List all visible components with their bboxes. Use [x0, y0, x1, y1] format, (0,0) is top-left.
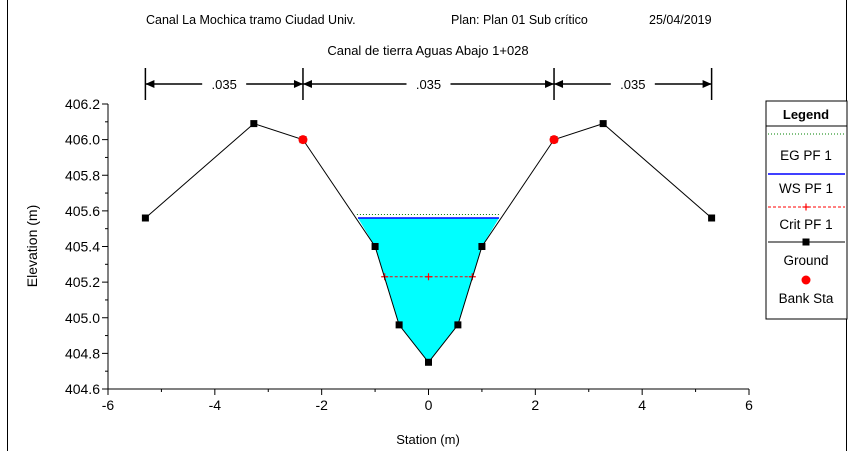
y-tick-label: 405.4	[65, 239, 100, 255]
manning-value: .035	[212, 77, 237, 92]
ground-point	[425, 358, 432, 366]
y-tick-label: 405.8	[65, 167, 100, 183]
ground-point	[599, 120, 607, 128]
bank-sta-point	[298, 135, 308, 145]
series-layer	[141, 120, 716, 366]
manning-n-markers: .035 .035 .035	[144, 68, 713, 100]
manning-arrow-head	[145, 80, 155, 88]
y-tick-label: 404.8	[65, 345, 100, 361]
legend-bank-sta-label: Bank Sta	[779, 291, 834, 306]
chart-subtitle: Canal de tierra Aguas Abajo 1+028	[327, 43, 528, 58]
ground-point	[141, 214, 149, 222]
x-tick-label: -4	[209, 397, 222, 413]
ground-point	[371, 243, 379, 250]
tick-layer: -6 -4 -2 0 2 4 6 404.6 404.8 405.0 405.2 405.4 405.6…	[65, 96, 753, 413]
legend-ground-label: Ground	[783, 253, 828, 268]
manning-arrow-head	[302, 80, 312, 88]
x-tick-label: 6	[745, 397, 753, 413]
ground-point	[708, 214, 716, 222]
manning-value: .035	[416, 77, 441, 92]
legend-eg-pf-1-label: EG PF 1	[780, 148, 832, 163]
bank-sta-point	[549, 135, 559, 145]
crit-pf-1-point	[425, 273, 432, 281]
manning-arrow-head	[554, 80, 564, 88]
legend-crit-pf-1-label: Crit PF 1	[779, 217, 832, 232]
manning-arrow-head	[293, 80, 303, 88]
legend-ground-marker	[802, 238, 810, 246]
x-tick-label: 0	[425, 397, 433, 413]
y-axis-title: Elevation (m)	[24, 205, 40, 287]
legend: Legend EG PF 1 WS PF 1 Crit PF 1 Ground Bank…	[765, 100, 848, 320]
water-fill	[357, 218, 500, 363]
date-label: 25/04/2019	[649, 13, 712, 27]
x-axis-title: Station (m)	[396, 432, 460, 447]
plan-title: Plan: Plan 01 Sub crítico	[451, 13, 588, 27]
y-tick-label: 405.0	[65, 310, 100, 326]
x-tick-label: 2	[531, 397, 539, 413]
water-area	[357, 218, 500, 363]
y-tick-label: 406.0	[65, 132, 100, 148]
ground-point	[395, 321, 403, 329]
x-tick-label: -2	[315, 397, 328, 413]
ground-point	[478, 243, 486, 250]
ground-point	[250, 120, 258, 128]
legend-crit-pf-1-marker	[802, 203, 810, 211]
x-tick-label: -6	[102, 397, 115, 413]
manning-value: .035	[620, 77, 645, 92]
y-tick-label: 404.6	[65, 381, 100, 397]
y-tick-label: 406.2	[65, 96, 100, 112]
manning-arrow-head	[545, 80, 555, 88]
ground-point	[454, 321, 462, 329]
legend-ws-pf-1-label: WS PF 1	[779, 181, 833, 196]
manning-arrow-head	[702, 80, 712, 88]
legend-bank-sta-marker	[801, 275, 811, 285]
y-tick-label: 405.2	[65, 274, 100, 290]
x-tick-label: 4	[638, 397, 646, 413]
y-tick-label: 405.6	[65, 203, 100, 219]
legend-items: EG PF 1 WS PF 1 Crit PF 1 Ground Bank Sta	[768, 133, 845, 306]
legend-title: Legend	[783, 107, 829, 122]
project-title: Canal La Mochica tramo Ciudad Univ.	[146, 13, 356, 27]
